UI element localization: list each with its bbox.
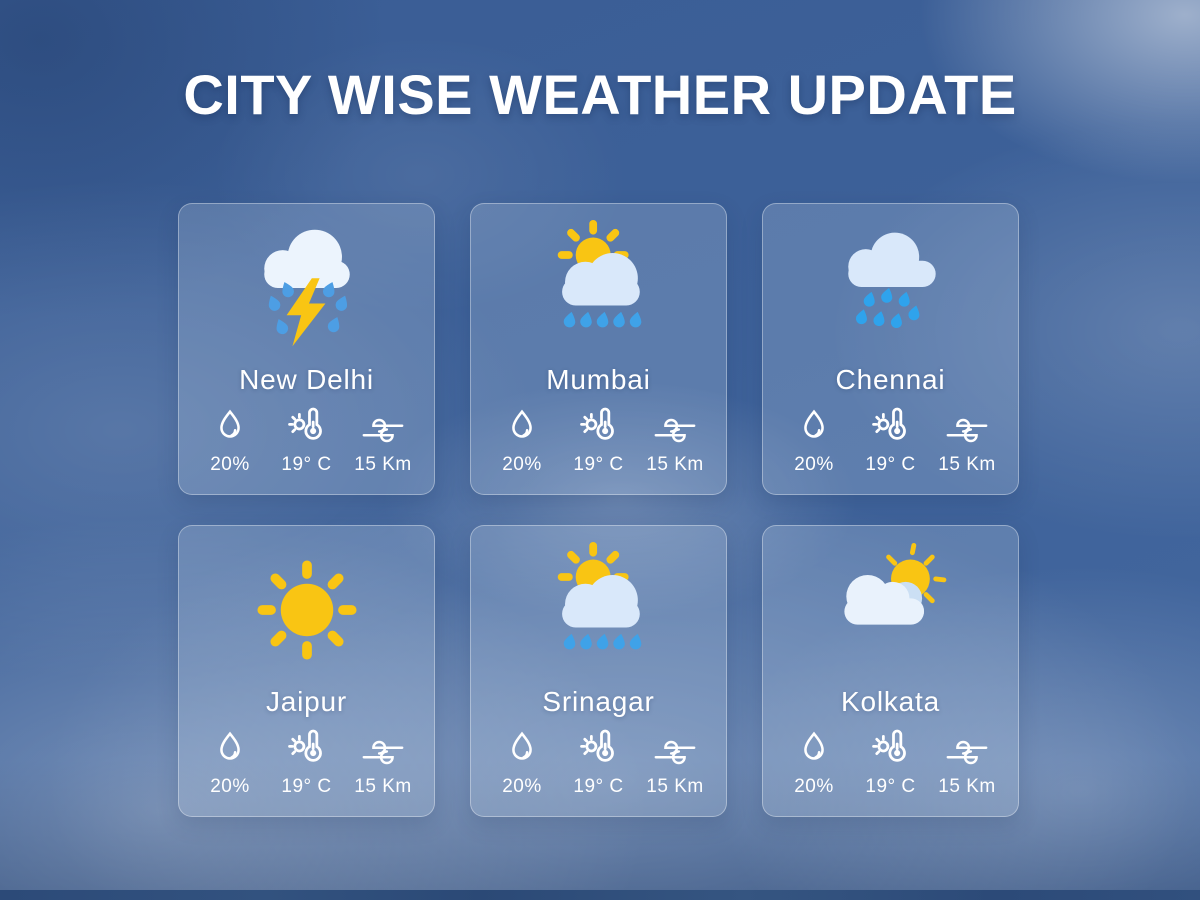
sun-behind-cloud-icon <box>763 540 1018 680</box>
stats-row: 20% 19° C 15 Km <box>763 723 1018 798</box>
temperature-stat: 19° C <box>860 723 922 798</box>
wind-value: 15 Km <box>354 454 412 475</box>
thermometer-sun-icon <box>869 725 913 769</box>
humidity-drop-icon <box>212 729 248 769</box>
wind-value: 15 Km <box>646 776 704 797</box>
weather-card-jaipur[interactable]: Jaipur 20% 19° C 15 Km <box>178 525 435 817</box>
wind-icon <box>360 736 406 769</box>
weather-card-kolkata[interactable]: Kolkata 20% 19° C 15 Km <box>762 525 1019 817</box>
wind-value: 15 Km <box>354 776 412 797</box>
wind-icon <box>360 414 406 447</box>
humidity-stat: 20% <box>199 723 261 798</box>
humidity-drop-icon <box>212 407 248 447</box>
wind-icon <box>652 736 698 769</box>
thermometer-sun-icon <box>577 725 621 769</box>
weather-card-chennai[interactable]: Chennai 20% 19° C 15 Km <box>762 203 1019 495</box>
wind-icon <box>652 414 698 447</box>
weather-card-srinagar[interactable]: Srinagar 20% 19° C 15 Km <box>470 525 727 817</box>
temperature-stat: 19° C <box>276 401 338 476</box>
weather-cards-grid: New Delhi 20% 19° C 15 Km Mumbai 20% <box>178 203 1019 817</box>
city-name: Mumbai <box>546 364 651 395</box>
temperature-value: 19° C <box>573 454 624 475</box>
humidity-value: 20% <box>794 454 834 475</box>
humidity-drop-icon <box>796 729 832 769</box>
city-name: Jaipur <box>265 686 348 717</box>
wind-stat: 15 Km <box>352 401 414 476</box>
humidity-value: 20% <box>502 454 542 475</box>
city-skyline-silhouette <box>0 890 1200 900</box>
humidity-value: 20% <box>210 454 250 475</box>
humidity-stat: 20% <box>199 401 261 476</box>
weather-card-new-delhi[interactable]: New Delhi 20% 19° C 15 Km <box>178 203 435 495</box>
humidity-value: 20% <box>502 776 542 797</box>
humidity-value: 20% <box>794 776 834 797</box>
wind-stat: 15 Km <box>644 401 706 476</box>
humidity-stat: 20% <box>491 401 553 476</box>
humidity-stat: 20% <box>491 723 553 798</box>
humidity-drop-icon <box>504 729 540 769</box>
humidity-value: 20% <box>210 776 250 797</box>
wind-icon <box>944 736 990 769</box>
wind-stat: 15 Km <box>644 723 706 798</box>
city-name: Srinagar <box>542 686 655 717</box>
temperature-stat: 19° C <box>568 401 630 476</box>
temperature-stat: 19° C <box>860 401 922 476</box>
humidity-stat: 20% <box>783 723 845 798</box>
temperature-value: 19° C <box>281 454 332 475</box>
humidity-drop-icon <box>796 407 832 447</box>
thermometer-sun-icon <box>285 403 329 447</box>
stats-row: 20% 19° C 15 Km <box>179 723 434 798</box>
sun-cloud-rain-icon <box>471 218 726 358</box>
wind-value: 15 Km <box>938 776 996 797</box>
humidity-drop-icon <box>504 407 540 447</box>
city-name: Kolkata <box>841 686 940 717</box>
temperature-value: 19° C <box>865 454 916 475</box>
thunderstorm-icon <box>179 218 434 358</box>
temperature-stat: 19° C <box>568 723 630 798</box>
temperature-value: 19° C <box>865 776 916 797</box>
wind-icon <box>944 414 990 447</box>
sun-icon <box>179 540 434 680</box>
stats-row: 20% 19° C 15 Km <box>471 723 726 798</box>
weather-card-mumbai[interactable]: Mumbai 20% 19° C 15 Km <box>470 203 727 495</box>
humidity-stat: 20% <box>783 401 845 476</box>
cloud-rain-icon <box>763 218 1018 358</box>
wind-value: 15 Km <box>646 454 704 475</box>
city-name: Chennai <box>835 364 946 395</box>
stats-row: 20% 19° C 15 Km <box>471 401 726 476</box>
temperature-value: 19° C <box>281 776 332 797</box>
temperature-stat: 19° C <box>276 723 338 798</box>
temperature-value: 19° C <box>573 776 624 797</box>
page-title: CITY WISE WEATHER UPDATE <box>183 63 1017 126</box>
thermometer-sun-icon <box>869 403 913 447</box>
thermometer-sun-icon <box>577 403 621 447</box>
stats-row: 20% 19° C 15 Km <box>179 401 434 476</box>
sun-cloud-rain-icon <box>471 540 726 680</box>
wind-stat: 15 Km <box>936 401 998 476</box>
wind-stat: 15 Km <box>352 723 414 798</box>
city-name: New Delhi <box>239 364 374 395</box>
thermometer-sun-icon <box>285 725 329 769</box>
wind-stat: 15 Km <box>936 723 998 798</box>
stats-row: 20% 19° C 15 Km <box>763 401 1018 476</box>
wind-value: 15 Km <box>938 454 996 475</box>
